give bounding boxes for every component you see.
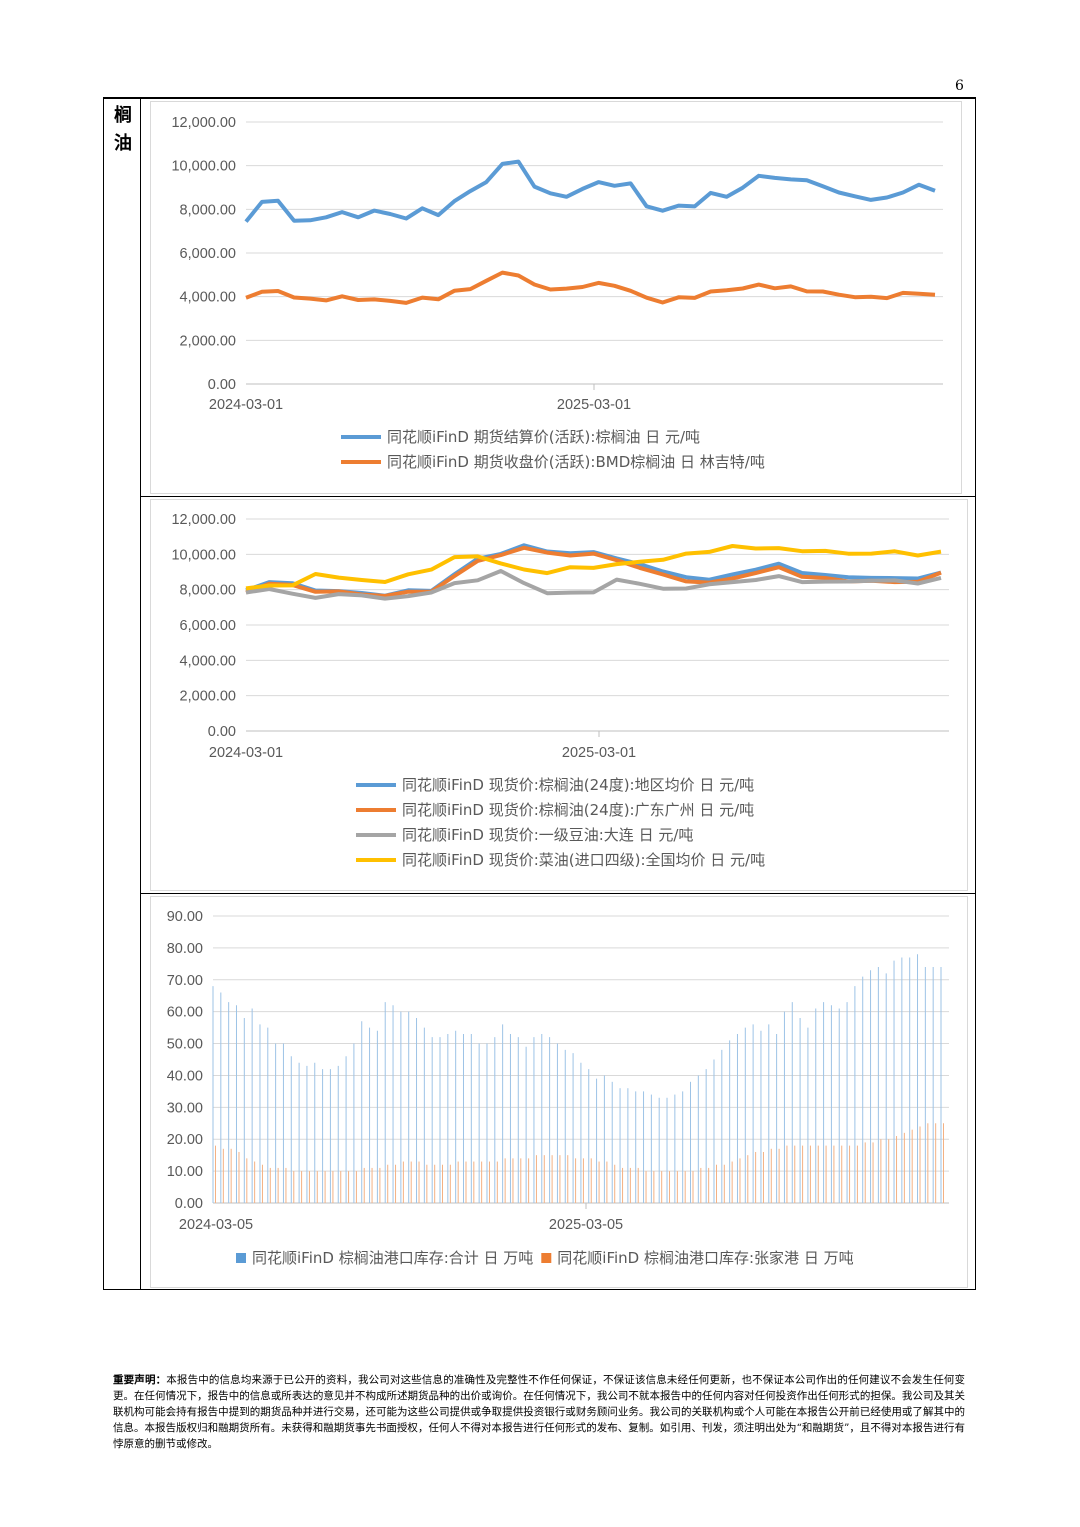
section-label-char: 榈 (114, 105, 132, 126)
y-tick-label: 2,000.00 (180, 689, 236, 705)
series-line (245, 569, 942, 601)
legend-label: 同花顺iFinD 现货价:棕榈油(24度):广东广州 日 元/吨 (402, 801, 754, 819)
series-line (245, 545, 942, 598)
y-tick-label: 6,000.00 (180, 246, 236, 262)
column-divider (140, 97, 141, 1290)
y-tick-label: 8,000.00 (180, 583, 236, 599)
y-tick-label: 10,000.00 (171, 159, 236, 175)
y-tick-label: 30.00 (167, 1100, 203, 1116)
legend-swatch (541, 1253, 552, 1263)
table-frame (103, 97, 976, 1290)
y-tick-label: 4,000.00 (180, 290, 236, 306)
port-inventory-chart: 90.00 80.00 70.00 60.00 50.00 40.00 30.00 20.00… (150, 896, 968, 1288)
series-line (245, 544, 942, 591)
legend-label: 同花顺iFinD 现货价:一级豆油:大连 日 元/吨 (402, 826, 693, 844)
page-number: 6 (955, 78, 964, 94)
legend-label: 同花顺iFinD 期货收盘价(活跃):BMD棕榈油 日 林吉特/吨 (387, 453, 765, 471)
y-tick-label: 0.00 (208, 724, 236, 740)
x-tick-label: 2024-03-05 (179, 1217, 253, 1233)
y-tick-label: 80.00 (167, 941, 203, 957)
y-tick-label: 60.00 (167, 1005, 203, 1021)
y-tick-label: 8,000.00 (180, 202, 236, 218)
legend-label: 同花顺iFinD 棕榈油港口库存:合计 日 万吨 (252, 1249, 533, 1267)
y-tick-label: 12,000.00 (171, 115, 236, 131)
section-label-char: 油 (114, 133, 132, 154)
y-tick-label: 0.00 (208, 377, 236, 393)
x-tick-label: 2025-03-05 (549, 1217, 623, 1233)
legend-label: 同花顺iFinD 现货价:菜油(进口四级):全国均价 日 元/吨 (402, 851, 765, 869)
spot-price-chart-svg: 12,000.00 10,000.00 8,000.00 6,000.00 4,000.… (171, 512, 949, 869)
y-tick-label: 10,000.00 (171, 547, 236, 563)
y-tick-label: 4,000.00 (180, 653, 236, 669)
y-tick-label: 40.00 (167, 1068, 203, 1084)
legend-label: 同花顺iFinD 期货结算价(活跃):棕榈油 日 元/吨 (387, 428, 700, 446)
y-tick-label: 90.00 (167, 909, 203, 925)
x-tick-label: 2025-03-01 (562, 745, 636, 761)
disclaimer-body: 本报告中的信息均来源于已公开的资料，我公司对这些信息的准确性及完整性不作任何保证… (113, 1374, 966, 1450)
y-tick-label: 12,000.00 (171, 512, 236, 528)
y-tick-label: 70.00 (167, 973, 203, 989)
legend-label: 同花顺iFinD 棕榈油港口库存:张家港 日 万吨 (557, 1249, 853, 1267)
y-tick-label: 10.00 (167, 1164, 203, 1180)
disclaimer-title: 重要声明： (113, 1374, 167, 1386)
y-tick-label: 0.00 (175, 1196, 203, 1212)
disclaimer: 重要声明：本报告中的信息均来源于已公开的资料，我公司对这些信息的准确性及完整性不… (113, 1372, 965, 1452)
x-tick-label: 2025-03-01 (557, 397, 631, 413)
port-inventory-chart-svg: 90.00 80.00 70.00 60.00 50.00 40.00 30.00 20.00… (167, 909, 949, 1267)
futures-price-chart-svg: 12,000.00 10,000.00 8,000.00 6,000.00 4,000.… (171, 115, 943, 471)
y-tick-label: 20.00 (167, 1132, 203, 1148)
futures-price-chart: 12,000.00 10,000.00 8,000.00 6,000.00 4,000.… (150, 101, 962, 494)
series-line (244, 159, 936, 223)
row-divider-2 (140, 893, 976, 894)
y-tick-label: 50.00 (167, 1037, 203, 1053)
row-divider-1 (140, 496, 976, 497)
section-label: 榈 油 (109, 102, 137, 158)
spot-price-chart: 12,000.00 10,000.00 8,000.00 6,000.00 4,000.… (150, 499, 968, 891)
y-tick-label: 2,000.00 (180, 333, 236, 349)
legend-label: 同花顺iFinD 现货价:棕榈油(24度):地区均价 日 元/吨 (402, 776, 754, 794)
series-line (245, 270, 936, 305)
legend-swatch (236, 1253, 246, 1263)
x-tick-label: 2024-03-01 (209, 397, 283, 413)
x-tick-label: 2024-03-01 (209, 745, 283, 761)
y-tick-label: 6,000.00 (180, 618, 236, 634)
